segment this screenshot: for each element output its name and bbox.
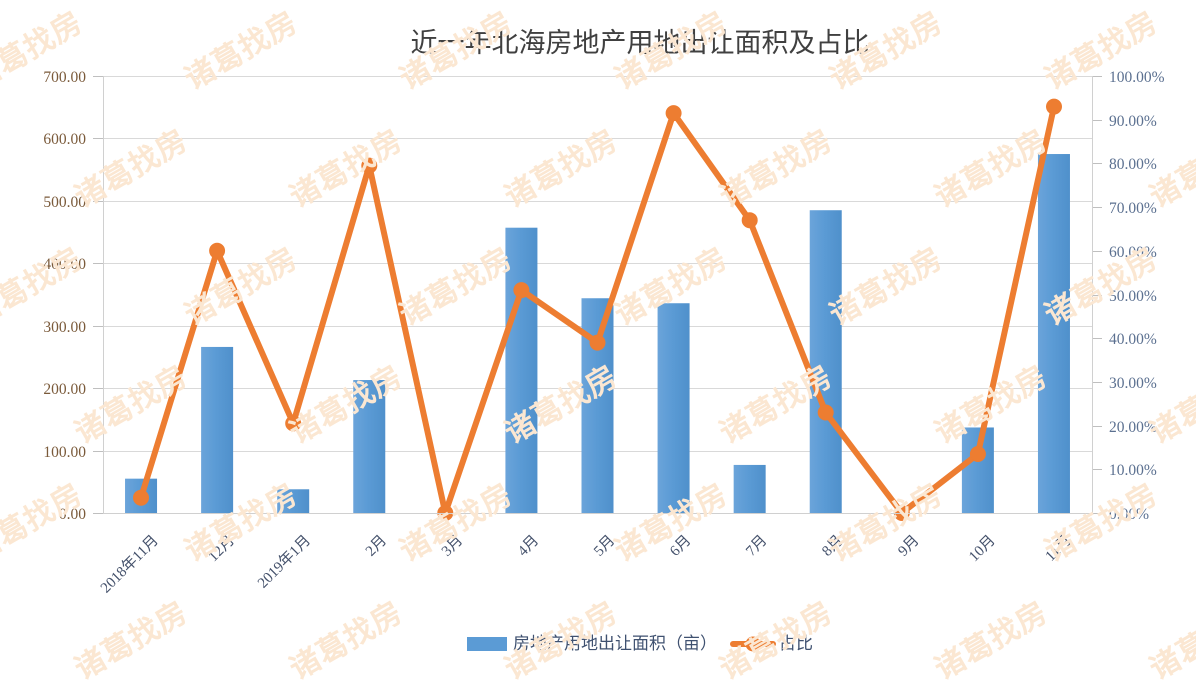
bar-2019年1月 (277, 489, 310, 513)
category-label-2月: 2月 (363, 533, 390, 560)
left-axis-tick-label: 0.00 (59, 506, 86, 523)
legend-swatch-bar (467, 637, 507, 651)
legend-label: 占比 (779, 634, 813, 653)
bar-7月 (733, 464, 766, 513)
legend-swatch-marker (745, 636, 761, 652)
category-label-4月: 4月 (515, 533, 542, 560)
line-marker-8月 (817, 404, 834, 421)
category-label-7月: 7月 (743, 533, 770, 560)
line-marker-6月 (665, 105, 682, 122)
line-marker-2月 (361, 157, 378, 174)
right-axis-tick-label: 40.00% (1109, 331, 1157, 348)
right-axis-tick-label: 80.00% (1109, 156, 1157, 173)
left-axis-tick-label: 600.00 (43, 131, 86, 148)
right-axis-tick-label: 60.00% (1109, 244, 1157, 261)
left-axis-tick-label: 100.00 (43, 444, 86, 461)
left-axis-tick-label: 700.00 (43, 69, 86, 86)
bar-series-房地产用地出让面积 (125, 154, 1070, 514)
bar-12月 (201, 346, 234, 513)
line-marker-4月 (513, 282, 530, 299)
legend-item-占比[interactable]: 占比 (730, 634, 813, 653)
left-axis-tick-label: 500.00 (43, 194, 86, 211)
bar-8月 (809, 210, 842, 513)
right-axis-tick-label: 30.00% (1109, 375, 1157, 392)
left-axis-tick-label: 200.00 (43, 381, 86, 398)
line-marker-2018年11月 (133, 489, 149, 506)
line-marker-7月 (741, 212, 758, 229)
line-marker-5月 (589, 334, 606, 351)
category-label-9月: 9月 (895, 533, 922, 560)
right-axis-tick-label: 70.00% (1109, 200, 1157, 217)
right-axis-tick-label: 100.00% (1109, 69, 1165, 86)
category-label-10月: 10月 (966, 533, 999, 566)
legend-label: 房地产用地出让面积（亩） (513, 634, 717, 653)
category-label-2019年1月: 2019年1月 (254, 532, 314, 592)
line-marker-12月 (209, 242, 226, 259)
right-axis-tick-label: 10.00% (1109, 462, 1157, 479)
category-label-12月: 12月 (205, 533, 238, 566)
right-axis-tick-label: 20.00% (1109, 419, 1157, 436)
chart-legend: 房地产用地出让面积（亩） 占比 (467, 634, 813, 653)
bar-6月 (657, 303, 690, 513)
chart-title: 近一年北海房地产用地出让面积及占比 (411, 28, 870, 58)
bar-4月 (505, 227, 538, 514)
left-axis-tick-label: 300.00 (43, 319, 86, 336)
right-axis-tick-label: 0.00% (1109, 506, 1149, 523)
category-axis: 2018年11月 12月 2019年1月 2月 3月 4月 5月 6月 7月 8月 9月 10月 11月 (97, 513, 1092, 597)
line-marker-2019年1月 (285, 415, 302, 432)
right-axis-tick-label: 90.00% (1109, 113, 1157, 130)
right-value-axis: 0.00% 10.00% 20.00% 30.00% 40.00% 50.00% 60.00… (1092, 69, 1165, 523)
category-label-2018年11月: 2018年11月 (97, 532, 162, 597)
bar-11月 (1037, 154, 1070, 514)
left-axis-tick-label: 400.00 (43, 256, 86, 273)
line-marker-11月 (1046, 98, 1062, 115)
bar-5月 (581, 298, 614, 513)
category-label-5月: 5月 (591, 533, 618, 560)
bar-2月 (353, 380, 386, 513)
left-value-axis: 0.00 100.00 200.00 300.00 400.00 500.00 600.00… (43, 69, 104, 523)
legend-item-房地产用地出让面积（亩）[interactable]: 房地产用地出让面积（亩） (467, 634, 717, 653)
line-marker-10月 (969, 446, 986, 462)
right-axis-tick-label: 50.00% (1109, 288, 1157, 305)
category-label-11月: 11月 (1043, 533, 1075, 565)
category-label-3月: 3月 (439, 533, 466, 560)
category-label-8月: 8月 (819, 533, 846, 560)
category-label-6月: 6月 (667, 533, 694, 560)
